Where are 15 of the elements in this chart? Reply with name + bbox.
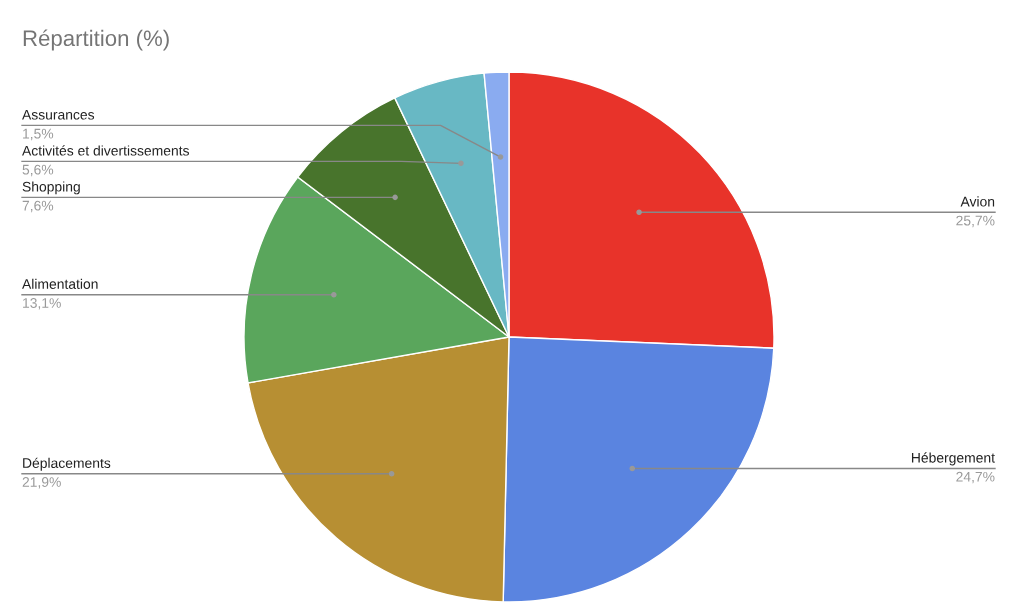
slice-label: Alimentation [22,278,98,289]
data-label: 21,9% [22,477,61,489]
chart-title: Répartition (%) [23,29,169,51]
slice-label: Assurances [22,109,95,120]
data-label: 13,1% [23,298,61,310]
data-label: 1,5% [23,128,54,141]
slice-label: Avion [960,196,995,207]
slice-label: Shopping [22,181,80,195]
data-label: 25,7% [956,215,995,228]
data-label: 5,6% [22,164,54,177]
data-label: 24,7% [956,471,995,484]
slice-label: Activités et divertissements [22,145,189,156]
data-label: 7,6% [22,200,54,213]
slice-label: Déplacements [23,457,111,471]
slice-label: Hébergement [911,452,995,466]
